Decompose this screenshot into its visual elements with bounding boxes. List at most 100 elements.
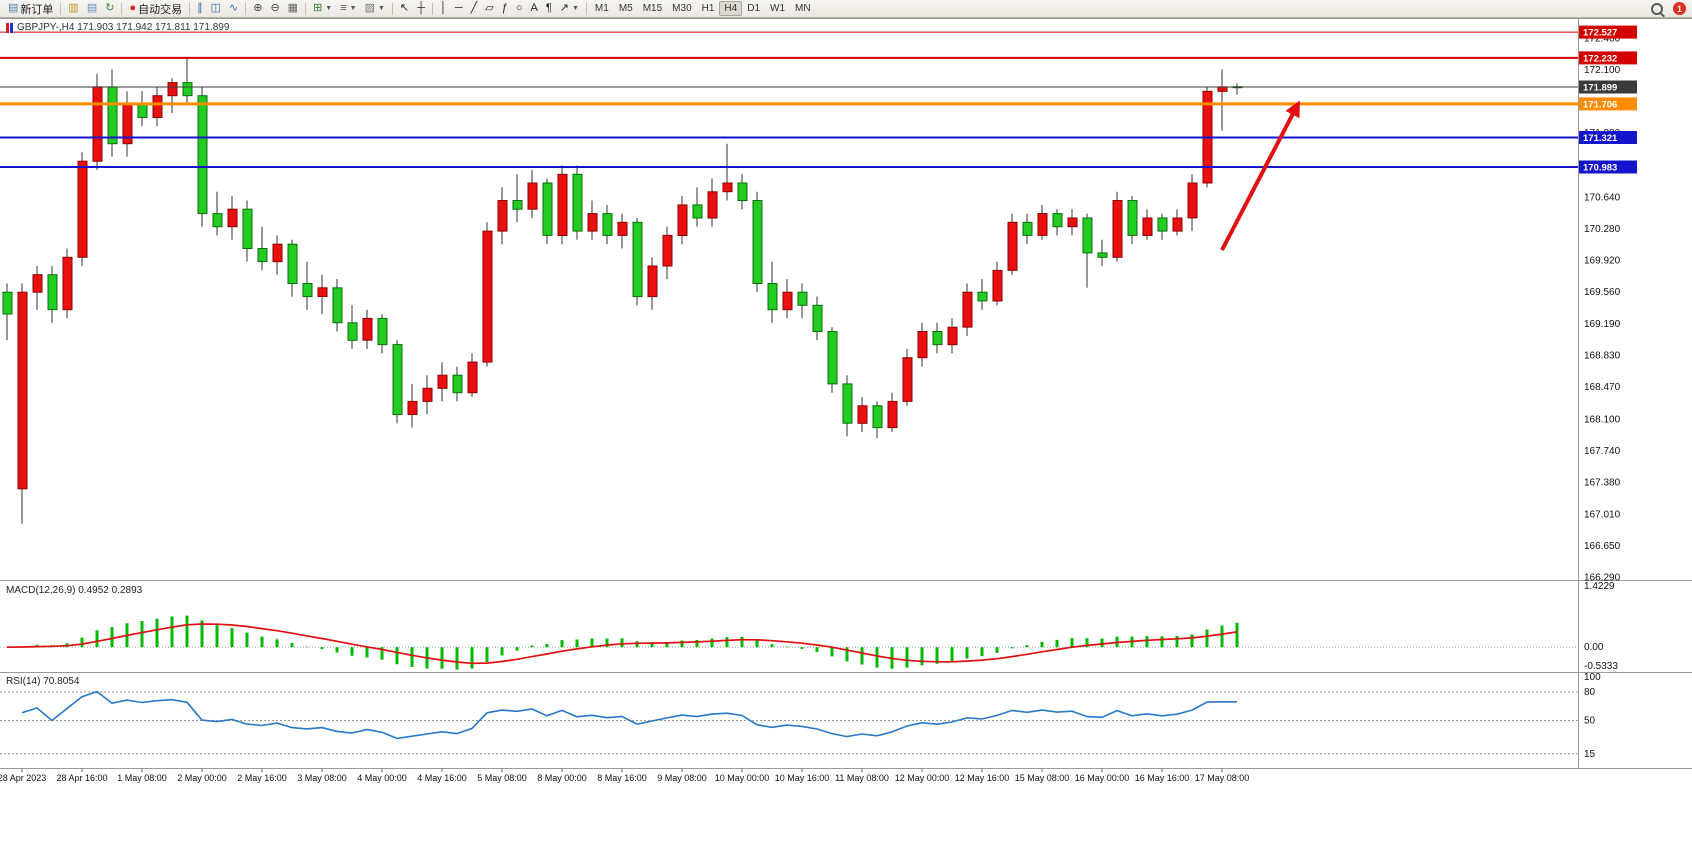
svg-text:168.830: 168.830	[1584, 351, 1621, 362]
svg-text:80: 80	[1584, 687, 1596, 698]
price-line-172.232[interactable]: 172.232	[0, 51, 1637, 65]
fibonacci-icon: ƒ	[501, 2, 508, 14]
toolbar-divider	[391, 2, 393, 15]
time-axis[interactable]: 28 Apr 2023 28 Apr 16:00 1 May 08:00 2 May …	[0, 768, 1250, 784]
svg-text:172.527: 172.527	[1583, 28, 1617, 39]
svg-text:11 May 08:00: 11 May 08:00	[835, 773, 889, 783]
svg-text:166.290: 166.290	[1584, 573, 1621, 584]
svg-text:17 May 08:00: 17 May 08:00	[1195, 773, 1250, 783]
toolbar-divider	[121, 2, 123, 15]
svg-text:167.010: 167.010	[1584, 510, 1621, 521]
svg-text:170.280: 170.280	[1584, 224, 1621, 235]
toolbar-divider	[60, 2, 62, 15]
arrows-icon: ↗	[559, 2, 569, 14]
svg-text:1 May 08:00: 1 May 08:00	[117, 773, 167, 783]
svg-text:10 May 00:00: 10 May 00:00	[715, 773, 770, 783]
timeframe-H4[interactable]: H4	[719, 1, 743, 16]
macd-values: 0.4952 0.2893	[78, 585, 143, 596]
zoom-in-icon[interactable]: ⊕	[249, 0, 266, 17]
svg-text:2 May 00:00: 2 May 00:00	[177, 773, 227, 783]
indicators-icon[interactable]: ⊞ ▼	[309, 0, 336, 17]
svg-text:12 May 00:00: 12 May 00:00	[895, 773, 950, 783]
timeframe-H1[interactable]: H1	[701, 3, 715, 14]
new-order-button: ▤	[8, 2, 19, 14]
tile-windows-icon[interactable]: ▦	[284, 0, 302, 17]
macd-label: MACD(12,26,9)	[6, 585, 76, 596]
timeframe-W1[interactable]: W1	[770, 3, 786, 14]
zoom-out-icon[interactable]: ⊖	[266, 0, 283, 17]
data-window-icon[interactable]: ▤	[83, 0, 101, 17]
line-chart-icon[interactable]: ∿	[225, 0, 242, 17]
svg-text:5 May 08:00: 5 May 08:00	[477, 773, 527, 783]
price-line-172.527[interactable]: 172.527	[0, 25, 1637, 39]
refresh-icon[interactable]: ↻	[101, 0, 118, 17]
svg-text:171.706: 171.706	[1583, 99, 1617, 110]
timeframe-D1[interactable]: D1	[747, 3, 761, 14]
svg-text:172.232: 172.232	[1583, 53, 1617, 64]
svg-text:16 May 16:00: 16 May 16:00	[1135, 773, 1190, 783]
candlestick-chart-icon[interactable]: ◫	[207, 0, 225, 17]
line-chart-icon: ∿	[229, 2, 239, 14]
svg-text:15: 15	[1584, 749, 1596, 760]
price-line-171.706[interactable]: 171.706	[0, 97, 1637, 111]
shapes-icon[interactable]: ○	[512, 0, 527, 17]
toolbar-divider	[305, 2, 307, 15]
text-icon[interactable]: A	[526, 0, 541, 17]
chevron-down-icon: ▼	[325, 5, 333, 12]
channel-icon[interactable]: ▱	[481, 0, 497, 17]
trend-arrow[interactable]	[1220, 100, 1300, 251]
horizontal-line-icon[interactable]: ─	[451, 0, 467, 17]
svg-text:172.100: 172.100	[1584, 65, 1621, 76]
svg-text:8 May 16:00: 8 May 16:00	[597, 773, 647, 783]
market-watch-icon[interactable]: ▥	[64, 0, 82, 17]
data-window-icon: ▤	[86, 2, 98, 14]
price-line-171.321[interactable]: 171.321	[0, 131, 1637, 144]
svg-text:167.380: 167.380	[1584, 477, 1621, 488]
text-label-icon: ¶	[545, 2, 552, 14]
periods-icon: ≡	[340, 2, 347, 14]
templates-icon[interactable]: ▨ ▼	[361, 0, 389, 17]
svg-text:167.740: 167.740	[1584, 446, 1621, 457]
svg-text:15 May 08:00: 15 May 08:00	[1015, 773, 1070, 783]
timeframe-M1[interactable]: M1	[594, 3, 609, 14]
macd-panel-label: MACD(12,26,9) 0.4952 0.2893	[6, 585, 142, 596]
timeframe-MN[interactable]: MN	[795, 3, 811, 14]
chevron-down-icon: ▼	[571, 5, 579, 12]
rsi-panel-label: RSI(14) 70.8054	[6, 676, 79, 687]
market-watch-icon: ▥	[68, 2, 79, 14]
price-line-170.983[interactable]: 170.983	[0, 160, 1637, 174]
svg-text:16 May 00:00: 16 May 00:00	[1075, 773, 1130, 783]
periods-icon[interactable]: ≡ ▼	[336, 0, 360, 17]
search-icon[interactable]	[1651, 2, 1663, 15]
price-line-171.899[interactable]: 171.899	[0, 80, 1637, 94]
shapes-icon: ○	[515, 2, 523, 14]
toolbar-divider	[585, 2, 587, 15]
toolbar-divider	[431, 2, 433, 15]
trendline-icon[interactable]: ╱	[467, 0, 482, 17]
cursor-icon[interactable]: ↖	[396, 0, 413, 17]
timeframe-M15[interactable]: M15	[642, 3, 663, 14]
auto-trading-button[interactable]: ● 自动交易	[129, 2, 183, 16]
svg-text:3 May 08:00: 3 May 08:00	[297, 773, 347, 783]
timeframe-M30[interactable]: M30	[672, 3, 692, 14]
macd-signal-line	[6, 623, 1238, 665]
svg-text:4 May 00:00: 4 May 00:00	[357, 773, 407, 783]
vertical-line-icon[interactable]: │	[436, 0, 451, 17]
new-order-button[interactable]: ▤ 新订单	[8, 2, 54, 16]
timeframe-M5[interactable]: M5	[618, 3, 633, 14]
bar-chart-icon[interactable]: ∥	[193, 0, 207, 17]
arrows-icon[interactable]: ↗ ▼	[556, 0, 583, 17]
notification-badge[interactable]: 1	[1673, 2, 1686, 15]
text-label-icon[interactable]: ¶	[542, 0, 556, 17]
zoom-out-icon: ⊖	[270, 2, 280, 14]
crosshair-icon[interactable]: ┼	[413, 0, 429, 17]
auto-trading-button: ●	[129, 2, 137, 14]
svg-text:171.899: 171.899	[1583, 83, 1617, 94]
svg-text:28 Apr 16:00: 28 Apr 16:00	[56, 773, 107, 783]
rsi-label: RSI(14)	[6, 676, 41, 687]
svg-text:170.640: 170.640	[1584, 193, 1621, 204]
fibonacci-icon[interactable]: ƒ	[498, 0, 512, 17]
trendline-icon: ╱	[470, 2, 478, 14]
templates-icon: ▨	[364, 2, 375, 14]
